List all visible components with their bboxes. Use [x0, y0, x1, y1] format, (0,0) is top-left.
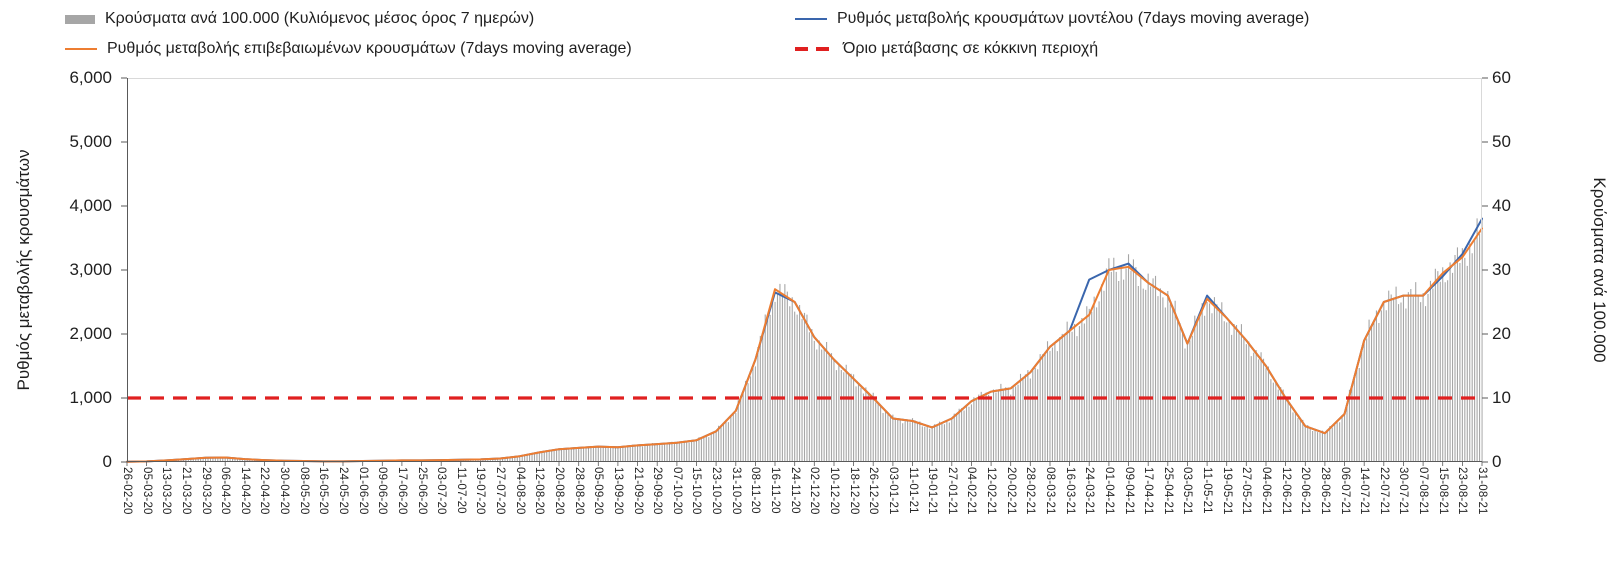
x-axis-tick-label: 30-07-21 — [1397, 467, 1410, 515]
x-axis-tick-label: 23-08-21 — [1456, 467, 1469, 515]
x-axis-tick-label: 13-03-20 — [160, 467, 173, 515]
x-axis-tick-label: 01-04-21 — [1102, 467, 1115, 515]
x-axis-tick-label: 09-06-20 — [376, 467, 389, 515]
x-axis-tick-label: 31-08-21 — [1476, 467, 1488, 515]
x-axis-tick-label: 04-06-21 — [1259, 467, 1272, 515]
x-axis-tick-label: 27-07-20 — [494, 467, 507, 515]
x-axis-tick-label: 16-11-20 — [769, 467, 782, 514]
x-axis-tick-label: 31-10-20 — [729, 467, 742, 515]
x-axis-tick-label: 01-06-20 — [356, 467, 369, 515]
x-axis-tick-label: 12-06-21 — [1279, 467, 1292, 515]
left-axis-tick-label: 1,000 — [69, 388, 112, 407]
legend-label: Κρούσματα ανά 100.000 (Κυλιόμενος μέσος … — [105, 10, 535, 27]
x-axis-tick-label: 18-12-20 — [847, 467, 860, 515]
x-axis-tick-label: 19-05-21 — [1220, 467, 1233, 515]
legend-label: Ρυθμός μεταβολής κρουσμάτων μοντέλου (7d… — [837, 10, 1310, 27]
left-axis-tick-label: 3,000 — [69, 260, 112, 279]
x-axis-tick-label: 03-07-20 — [435, 467, 448, 515]
x-axis-tick-label: 17-04-21 — [1142, 467, 1155, 515]
x-axis-tick-label: 19-07-20 — [474, 467, 487, 515]
x-axis-tick-label: 04-08-20 — [513, 467, 526, 515]
x-axis-tick-label: 27-01-21 — [945, 467, 958, 515]
x-axis-tick-label: 28-08-20 — [572, 467, 585, 515]
right-axis-tick-label: 60 — [1492, 68, 1511, 87]
x-axis-tick-label: 02-12-20 — [808, 467, 821, 515]
x-axis-tick-label: 28-06-21 — [1318, 467, 1331, 515]
x-axis-tick-label: 11-05-21 — [1201, 467, 1214, 514]
left-axis-tick-label: 0 — [102, 452, 112, 471]
x-axis-tick-label: 25-04-21 — [1161, 467, 1174, 515]
x-axis-tick-label: 24-05-20 — [337, 467, 349, 515]
x-axis-tick-label: 06-04-20 — [219, 467, 232, 515]
x-axis-tick-label: 15-08-21 — [1436, 467, 1449, 515]
x-axis-tick-label: 22-04-20 — [258, 467, 271, 515]
x-axis-tick-label: 16-05-20 — [317, 467, 330, 515]
x-axis-tick-label: 20-02-21 — [1004, 467, 1017, 515]
right-axis-tick-label: 0 — [1492, 452, 1502, 471]
x-axis-tick-label: 09-04-21 — [1122, 467, 1135, 515]
x-axis-tick-label: 28-02-21 — [1024, 467, 1037, 515]
x-axis-tick-label: 14-04-20 — [238, 467, 251, 515]
x-axis-tick-label: 04-02-21 — [965, 467, 978, 515]
x-axis-tick-label: 08-05-20 — [297, 467, 310, 515]
x-axis-tick-label: 30-04-20 — [278, 467, 291, 515]
x-axis-tick-label: 14-07-21 — [1358, 467, 1371, 515]
x-axis-tick-label: 23-10-20 — [710, 467, 723, 515]
x-axis-tick-label: 12-02-21 — [985, 467, 998, 515]
right-axis-tick-label: 20 — [1492, 324, 1511, 343]
x-axis-tick-label: 10-12-20 — [827, 467, 840, 515]
legend-item-red-zone-threshold: Όριο μετάβασης σε κόκκινη περιοχή — [795, 38, 1098, 60]
right-axis-tick-label: 30 — [1492, 260, 1511, 279]
gray-bar-legend-marker — [65, 14, 95, 24]
x-axis-tick-label: 03-01-21 — [886, 467, 899, 515]
x-axis-tick-label: 12-08-20 — [533, 467, 546, 515]
x-axis-tick-label: 19-01-21 — [926, 467, 939, 515]
x-axis-tick-label: 21-09-20 — [631, 467, 644, 515]
x-axis-tick-label: 25-06-20 — [415, 467, 428, 515]
x-axis-tick-label: 15-10-20 — [690, 467, 703, 515]
x-axis-tick-label: 20-08-20 — [553, 467, 566, 515]
x-axis-tick-label: 11-01-21 — [906, 467, 919, 514]
orange-line-legend-marker — [65, 48, 97, 50]
legend-label: Ρυθμός μεταβολής επιβεβαιωμένων κρουσμάτ… — [107, 40, 632, 57]
right-axis-tick-label: 10 — [1492, 388, 1511, 407]
x-axis-tick-label: 29-03-20 — [199, 467, 212, 515]
x-axis-tick-label: 07-08-21 — [1417, 467, 1430, 515]
red-dashed-legend-marker — [795, 47, 833, 51]
x-axis-tick-label: 24-03-21 — [1083, 467, 1096, 515]
left-axis-tick-label: 5,000 — [69, 132, 112, 151]
x-axis-tick-label: 20-06-21 — [1299, 467, 1312, 515]
x-axis-tick-label: 13-09-20 — [611, 467, 624, 515]
x-axis-tick-label: 22-07-21 — [1377, 467, 1390, 515]
x-axis-tick-label: 03-05-21 — [1181, 467, 1194, 515]
right-axis-tick-label: 40 — [1492, 196, 1511, 215]
legend-item-model-rate: Ρυθμός μεταβολής κρουσμάτων μοντέλου (7d… — [795, 8, 1309, 30]
x-axis-tick-label: 07-10-20 — [670, 467, 683, 515]
x-axis-tick-label: 27-05-21 — [1240, 467, 1253, 515]
x-axis-tick-label: 24-11-20 — [788, 467, 801, 514]
plot-area — [121, 77, 1488, 466]
x-axis-tick-label: 26-02-20 — [121, 467, 133, 515]
x-axis-tick-label: 17-06-20 — [395, 467, 408, 515]
x-axis-tick-label: 06-07-21 — [1338, 467, 1351, 515]
x-axis-tick-label: 26-12-20 — [867, 467, 880, 515]
right-y-axis-title: Κρούσματα ανά 100.000 — [1590, 177, 1609, 363]
x-axis-tick-label: 11-07-20 — [454, 467, 467, 514]
left-axis-tick-label: 6,000 — [69, 68, 112, 87]
right-axis-tick-label: 50 — [1492, 132, 1511, 151]
left-axis-tick-label: 4,000 — [69, 196, 112, 215]
x-axis-tick-label: 29-09-20 — [651, 467, 664, 515]
x-axis-tick-label: 16-03-21 — [1063, 467, 1076, 515]
legend-item-confirmed-rate: Ρυθμός μεταβολής επιβεβαιωμένων κρουσμάτ… — [65, 38, 632, 60]
blue-line-legend-marker — [795, 18, 827, 20]
left-axis-tick-label: 2,000 — [69, 324, 112, 343]
legend-item-cases-per-100k: Κρούσματα ανά 100.000 (Κυλιόμενος μέσος … — [65, 8, 534, 30]
x-axis-tick-label: 08-03-21 — [1043, 467, 1056, 515]
x-axis-tick-label: 05-09-20 — [592, 467, 605, 515]
legend-label: Όριο μετάβασης σε κόκκινη περιοχή — [843, 40, 1099, 57]
x-axis-tick-label: 08-11-20 — [749, 467, 762, 514]
x-axis-tick-label: 21-03-20 — [179, 467, 192, 515]
x-axis-tick-label: 05-03-20 — [140, 467, 153, 515]
